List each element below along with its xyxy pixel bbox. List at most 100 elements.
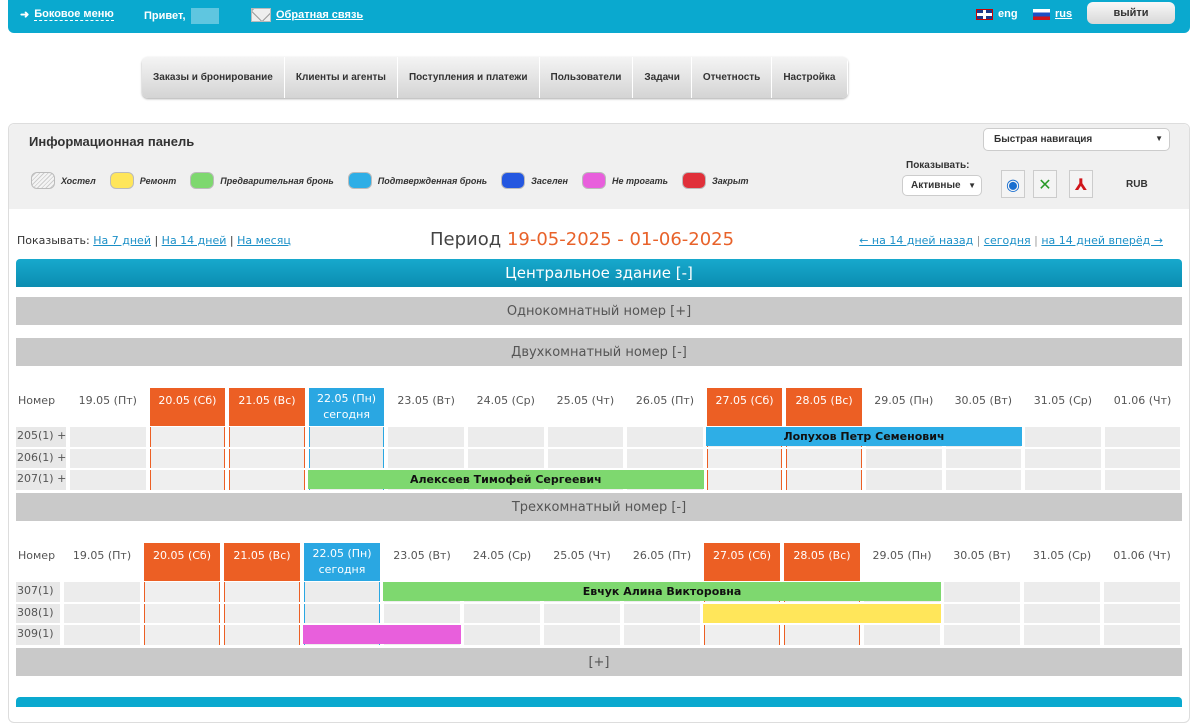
room-label[interactable]: 205(1) + — [16, 427, 66, 447]
booking-bar[interactable] — [303, 625, 461, 644]
day-cell[interactable] — [627, 427, 703, 447]
lang-ru-label[interactable]: rus — [1055, 8, 1073, 20]
day-cell[interactable] — [464, 625, 540, 645]
day-cell[interactable] — [388, 427, 464, 447]
nav-payments[interactable]: Поступления и платежи — [397, 57, 540, 98]
day-cell[interactable] — [1024, 625, 1100, 645]
day-cell[interactable] — [149, 427, 226, 447]
day-cell[interactable] — [70, 427, 146, 447]
day-cell[interactable] — [224, 625, 300, 645]
booking-bar[interactable] — [703, 603, 941, 623]
day-cell[interactable] — [70, 448, 146, 468]
pdf-export-icon[interactable]: ⅄ — [1069, 170, 1093, 198]
day-cell[interactable] — [224, 603, 300, 623]
nav-reports[interactable]: Отчетность — [691, 57, 773, 98]
room-label[interactable]: 309(1) — [16, 625, 60, 645]
day-cell[interactable] — [624, 603, 700, 623]
day-cell[interactable] — [1024, 582, 1100, 602]
nav-settings[interactable]: Настройка — [772, 57, 848, 98]
day-cell[interactable] — [149, 470, 226, 490]
nav-orders[interactable]: Заказы и бронирование — [142, 57, 285, 98]
show-filter-select[interactable]: Активные ▼ — [902, 175, 982, 196]
room-type-triple[interactable]: Трехкомнатный номер [-] — [16, 493, 1182, 521]
day-cell[interactable] — [467, 448, 544, 468]
globe-export-icon[interactable]: ◉ — [1001, 170, 1025, 198]
room-label[interactable]: 308(1) — [16, 603, 60, 623]
booking-bar[interactable]: Евчук Алина Викторовна — [383, 582, 941, 601]
day-cell[interactable] — [64, 625, 140, 645]
day-cell[interactable] — [1025, 448, 1101, 468]
day-cell[interactable] — [224, 582, 300, 602]
building-header[interactable]: Центральное здание [-] — [16, 259, 1182, 287]
day-cell[interactable] — [1104, 448, 1181, 468]
day-cell[interactable] — [544, 603, 620, 623]
back-14-link[interactable]: ← на 14 дней назад — [859, 234, 974, 247]
room-type-double[interactable]: Двухкомнатный номер [-] — [16, 338, 1182, 366]
day-cell[interactable] — [1104, 603, 1180, 623]
feedback-link[interactable]: Обратная связь — [276, 9, 364, 21]
day-cell[interactable] — [64, 603, 140, 623]
lang-en-label[interactable]: eng — [998, 8, 1018, 20]
side-menu-toggle[interactable]: ➜ Боковое меню — [20, 8, 114, 21]
nav-users[interactable]: Пользователи — [539, 57, 634, 98]
today-link[interactable]: сегодня — [983, 234, 1031, 247]
day-cell[interactable] — [308, 448, 385, 468]
day-cell[interactable] — [304, 582, 380, 602]
day-cell[interactable] — [384, 603, 460, 623]
day-cell[interactable] — [547, 448, 624, 468]
day-cell[interactable] — [229, 470, 305, 490]
day-cell[interactable] — [865, 448, 942, 468]
lang-en[interactable]: eng — [976, 8, 1018, 20]
day-cell[interactable] — [786, 470, 862, 490]
booking-bar[interactable]: Алексеев Тимофей Сергеевич — [307, 470, 704, 489]
nav-clients[interactable]: Клиенты и агенты — [284, 57, 398, 98]
day-cell[interactable] — [865, 470, 942, 490]
day-cell[interactable] — [945, 448, 1022, 468]
quick-nav-select[interactable]: Быстрая навигация ▼ — [983, 128, 1170, 151]
day-cell[interactable] — [944, 603, 1020, 623]
day-cell[interactable] — [464, 603, 540, 623]
day-cell[interactable] — [304, 603, 380, 623]
nav-tasks[interactable]: Задачи — [633, 57, 692, 98]
day-cell[interactable] — [1104, 427, 1181, 447]
day-cell[interactable] — [388, 448, 464, 468]
day-cell[interactable] — [144, 603, 220, 623]
day-cell[interactable] — [704, 625, 780, 645]
day-cell[interactable] — [70, 470, 146, 490]
day-cell[interactable] — [944, 582, 1020, 602]
link-14-days[interactable]: На 14 дней — [161, 234, 227, 247]
day-cell[interactable] — [467, 427, 544, 447]
room-type-single[interactable]: Однокомнатный номер [+] — [16, 297, 1182, 325]
day-cell[interactable] — [229, 427, 305, 447]
day-cell[interactable] — [1104, 625, 1180, 645]
day-cell[interactable] — [149, 448, 226, 468]
day-cell[interactable] — [547, 427, 624, 447]
forward-14-link[interactable]: на 14 дней вперёд → — [1041, 234, 1163, 247]
logout-button[interactable]: выйти — [1087, 2, 1175, 24]
day-cell[interactable] — [1104, 470, 1181, 490]
day-cell[interactable] — [784, 625, 860, 645]
room-label[interactable]: 307(1) — [16, 582, 60, 602]
feedback[interactable]: Обратная связь — [251, 8, 363, 22]
room-type-more[interactable]: [+] — [16, 648, 1182, 676]
link-7-days[interactable]: На 7 дней — [93, 234, 151, 247]
day-cell[interactable] — [144, 625, 220, 645]
day-cell[interactable] — [944, 625, 1020, 645]
day-cell[interactable] — [1024, 603, 1100, 623]
day-cell[interactable] — [624, 625, 700, 645]
side-menu-link[interactable]: Боковое меню — [34, 8, 114, 21]
day-cell[interactable] — [786, 448, 862, 468]
day-cell[interactable] — [1025, 427, 1101, 447]
day-cell[interactable] — [1025, 470, 1101, 490]
excel-export-icon[interactable]: ✕ — [1033, 170, 1057, 198]
day-cell[interactable] — [1104, 582, 1180, 602]
room-label[interactable]: 206(1) + — [16, 448, 66, 468]
booking-bar[interactable]: Лопухов Петр Семенович — [705, 427, 1023, 446]
day-cell[interactable] — [144, 582, 220, 602]
day-cell[interactable] — [627, 448, 703, 468]
day-cell[interactable] — [706, 448, 783, 468]
lang-ru[interactable]: rus — [1033, 8, 1072, 20]
day-cell[interactable] — [706, 470, 783, 490]
day-cell[interactable] — [864, 625, 940, 645]
room-label[interactable]: 207(1) + — [16, 470, 66, 490]
